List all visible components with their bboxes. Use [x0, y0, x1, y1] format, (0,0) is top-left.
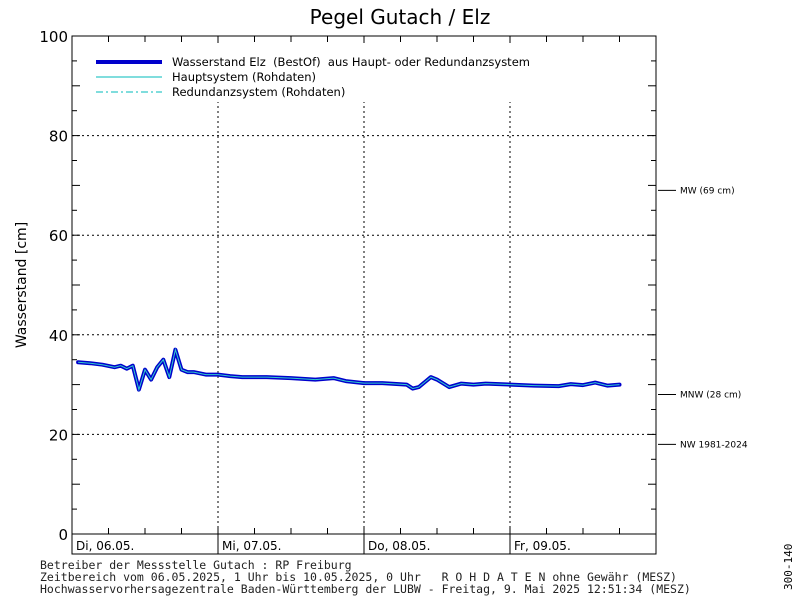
y-tick-label: 0: [58, 526, 68, 544]
reference-label: MNW (28 cm): [680, 391, 741, 401]
y-axis-label: Wasserstand [cm]: [14, 222, 30, 348]
x-tick-label: Do, 08.05.: [368, 539, 430, 553]
x-tick-label: Fr, 09.05.: [514, 539, 571, 553]
y-tick-label: 20: [49, 426, 68, 444]
y-tick-label: 100: [39, 28, 68, 46]
y-tick-label: 60: [49, 227, 68, 245]
x-tick-label: Di, 06.05.: [76, 539, 134, 553]
side-code: 300-140: [782, 543, 795, 590]
series-line-bestof: [76, 347, 622, 392]
footer-time-range: Zeitbereich vom 06.05.2025, 1 Uhr bis 10…: [40, 570, 677, 584]
legend-background: [84, 46, 554, 102]
y-tick-label: 80: [49, 128, 68, 146]
series-line-raw: [78, 347, 620, 392]
legend-label: Wasserstand Elz (BestOf) aus Haupt- oder…: [172, 55, 530, 69]
legend-label: Hauptsystem (Rohdaten): [172, 70, 316, 84]
y-tick-label: 40: [49, 327, 68, 345]
reference-label: MW (69 cm): [680, 186, 735, 196]
footer-source: Hochwasservorhersagezentrale Baden-Württ…: [40, 582, 691, 596]
chart-title: Pegel Gutach / Elz: [310, 5, 491, 29]
reference-label: NW 1981-2024: [680, 440, 748, 450]
x-tick-label: Mi, 07.05.: [222, 539, 281, 553]
footer-operator: Betreiber der Messstelle Gutach : RP Fre…: [40, 558, 352, 572]
legend-label: Redundanzsystem (Rohdaten): [172, 85, 345, 99]
